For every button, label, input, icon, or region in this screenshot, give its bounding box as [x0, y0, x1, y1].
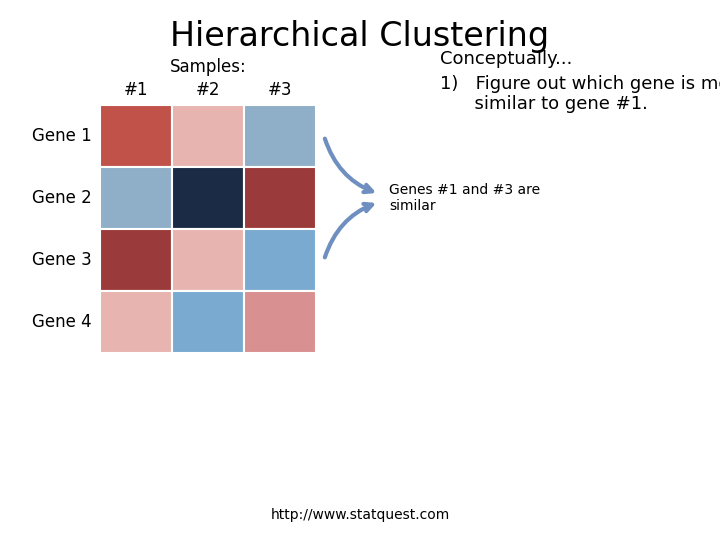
Text: #2: #2	[196, 81, 220, 99]
Bar	[100, 105, 172, 167]
Text: #1: #1	[124, 81, 148, 99]
Text: Samples:: Samples:	[170, 58, 246, 76]
Text: Hierarchical Clustering: Hierarchical Clustering	[171, 20, 549, 53]
Bar	[172, 291, 244, 353]
Text: Gene 2: Gene 2	[32, 189, 92, 207]
Text: similar to gene #1.: similar to gene #1.	[440, 95, 648, 113]
Bar	[100, 167, 172, 229]
Bar	[100, 229, 172, 291]
Bar	[100, 291, 172, 353]
Text: http://www.statquest.com: http://www.statquest.com	[271, 508, 449, 522]
Text: Gene 4: Gene 4	[32, 313, 92, 331]
Text: #3: #3	[268, 81, 292, 99]
Bar	[172, 229, 244, 291]
Text: Gene 3: Gene 3	[32, 251, 92, 269]
Text: Gene 1: Gene 1	[32, 127, 92, 145]
Text: Genes #1 and #3 are
similar: Genes #1 and #3 are similar	[389, 183, 540, 213]
Bar	[244, 105, 316, 167]
Text: 1)   Figure out which gene is most: 1) Figure out which gene is most	[440, 75, 720, 93]
Bar	[244, 291, 316, 353]
Bar	[172, 105, 244, 167]
Bar	[172, 167, 244, 229]
Bar	[244, 229, 316, 291]
Bar	[244, 167, 316, 229]
Text: Conceptually...: Conceptually...	[440, 50, 572, 68]
